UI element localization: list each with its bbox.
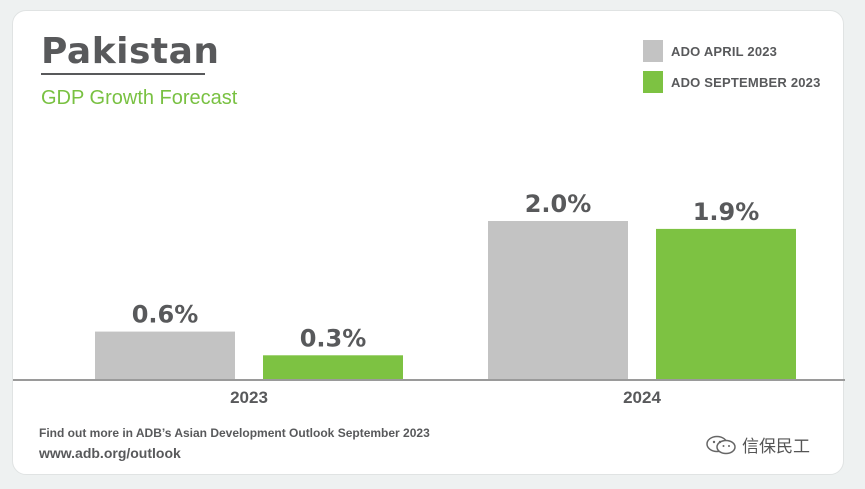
data-label-2024-series-0: 2.0% <box>525 190 592 218</box>
title-underline <box>41 73 205 75</box>
category-label-2024: 2024 <box>623 388 661 407</box>
bar-2023-series-1 <box>263 355 403 379</box>
footer-note: Find out more in ADB’s Asian Development… <box>39 426 430 440</box>
legend-label-september: ADO SEPTEMBER 2023 <box>671 74 821 90</box>
footer-url[interactable]: www.adb.org/outlook <box>39 445 181 461</box>
data-label-2023-series-1: 0.3% <box>300 324 367 352</box>
bar-2023-series-0 <box>95 331 235 379</box>
legend-item-september: ADO SEPTEMBER 2023 <box>643 70 821 94</box>
watermark-text: 信保民工 <box>742 437 810 456</box>
legend-label-april: ADO APRIL 2023 <box>671 43 778 59</box>
bar-2024-series-1 <box>656 228 796 379</box>
bar-2024-series-0 <box>488 221 628 379</box>
category-label-2023: 2023 <box>230 388 268 407</box>
bar-chart: 0.6% 0.3% 2023 2.0% 1.9% 2024 <box>13 190 845 407</box>
data-label-2024-series-1: 1.9% <box>693 198 760 226</box>
chart-card: Pakistan GDP Growth Forecast ADO APRIL 2… <box>12 10 845 475</box>
data-label-2023-series-0: 0.6% <box>132 301 199 329</box>
watermark: 信保民工 <box>704 432 810 457</box>
wechat-icon <box>706 435 736 454</box>
legend: ADO APRIL 2023 ADO SEPTEMBER 2023 <box>643 39 821 101</box>
chart-title: Pakistan <box>41 31 220 72</box>
legend-swatch-september <box>643 71 663 93</box>
legend-swatch-april <box>643 40 663 62</box>
chart-subtitle: GDP Growth Forecast <box>41 87 238 109</box>
legend-item-april: ADO APRIL 2023 <box>643 39 821 63</box>
